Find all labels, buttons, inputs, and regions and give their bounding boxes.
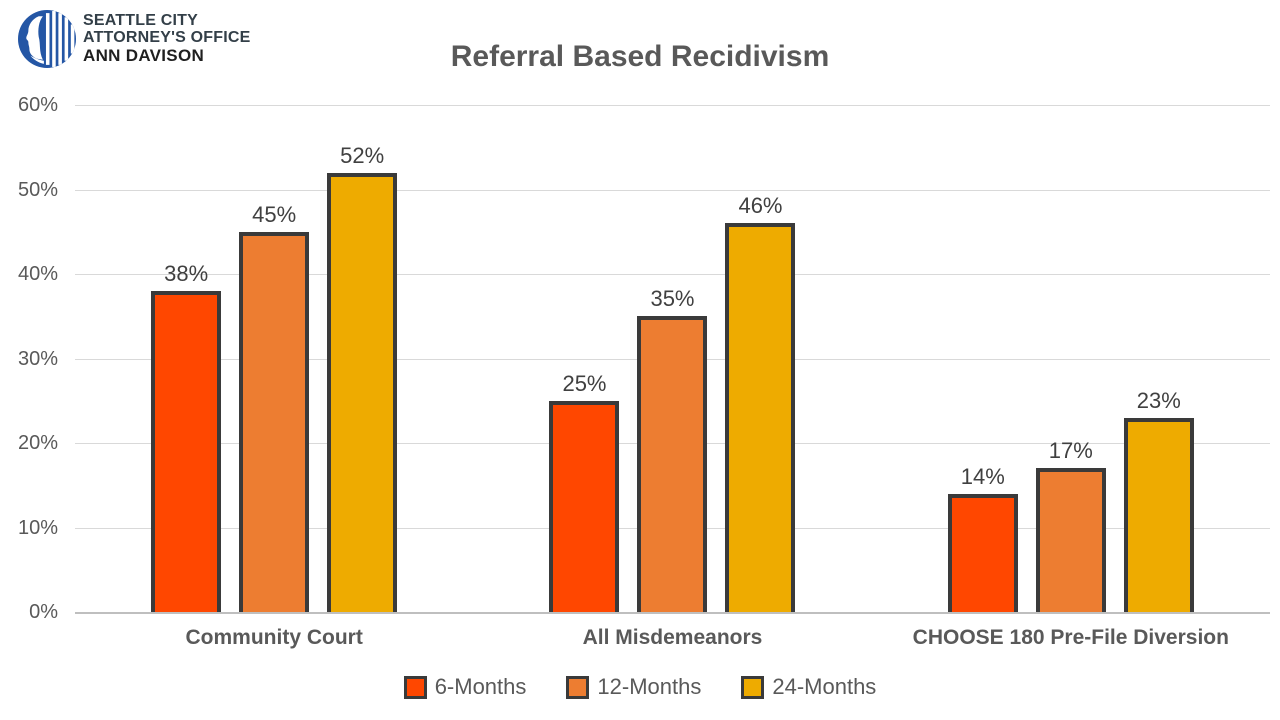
bar-6-months-choose-180-pre-file-diversion: 14% bbox=[947, 464, 1018, 612]
legend-swatch-6-months bbox=[403, 675, 427, 699]
logo-text: SEATTLE CITY ATTORNEY'S OFFICE ANN DAVIS… bbox=[83, 12, 251, 65]
category-label-choose-180-pre-file-diversion: CHOOSE 180 Pre-File Diversion bbox=[912, 626, 1229, 649]
bar-group-community-court: 38% 45% 52% bbox=[75, 105, 473, 612]
legend-swatch-24-months bbox=[741, 675, 765, 699]
y-axis: 0% 10% 20% 30% 40% 50% 60% bbox=[0, 94, 58, 623]
data-label-24-months-choose-180-pre-file-diversion: 23% bbox=[1136, 387, 1181, 413]
plot-area: 38% 45% 52% 25% 35% 46% 14% 17% 23% bbox=[75, 105, 1270, 614]
legend: 6-Months 12-Months 24-Months bbox=[0, 674, 1280, 700]
bar-6-months-community-court: 38% bbox=[151, 261, 222, 612]
data-label-6-months-all-misdemeanors: 25% bbox=[562, 370, 607, 396]
bar-group-choose-180-pre-file-diversion: 14% 17% 23% bbox=[872, 105, 1270, 612]
logo-text-line2: ATTORNEY'S OFFICE bbox=[83, 28, 251, 46]
category-label-all-misdemeanors: All Misdemeanors bbox=[582, 626, 763, 649]
legend-swatch-12-months bbox=[566, 675, 590, 699]
bar-24-months-community-court: 52% bbox=[327, 143, 398, 612]
bar-24-months-choose-180-pre-file-diversion: 23% bbox=[1123, 388, 1194, 612]
y-tick-label-50: 50% bbox=[17, 178, 58, 201]
legend-item-6-months: 6-Months bbox=[403, 674, 527, 700]
data-label-12-months-community-court: 45% bbox=[252, 201, 297, 227]
data-label-12-months-all-misdemeanors: 35% bbox=[650, 286, 695, 312]
legend-item-12-months: 12-Months bbox=[566, 674, 701, 700]
gridline-50 bbox=[75, 189, 1270, 191]
legend-label-12-months: 12-Months bbox=[597, 674, 702, 699]
logo-text-line3: ANN DAVISON bbox=[83, 45, 205, 65]
bar-12-months-choose-180-pre-file-diversion: 17% bbox=[1035, 438, 1106, 612]
data-label-24-months-community-court: 52% bbox=[340, 142, 385, 168]
y-tick-label-30: 30% bbox=[17, 347, 58, 370]
data-label-6-months-community-court: 38% bbox=[164, 260, 209, 286]
y-tick-label-10: 10% bbox=[17, 516, 58, 539]
legend-label-6-months: 6-Months bbox=[434, 674, 527, 699]
bar-12-months-community-court: 45% bbox=[239, 202, 310, 612]
gridline-60 bbox=[75, 105, 1270, 106]
y-tick-label-40: 40% bbox=[17, 263, 58, 285]
chart-title: Referral Based Recidivism bbox=[450, 40, 830, 73]
seattle-seal-icon bbox=[18, 10, 76, 68]
y-tick-label-60: 60% bbox=[17, 94, 58, 116]
data-label-6-months-choose-180-pre-file-diversion: 14% bbox=[960, 463, 1005, 489]
data-label-24-months-all-misdemeanors: 46% bbox=[738, 193, 783, 219]
y-tick-label-20: 20% bbox=[17, 432, 58, 454]
legend-item-24-months: 24-Months bbox=[741, 674, 876, 700]
bar-group-all-misdemeanors: 25% 35% 46% bbox=[473, 105, 871, 612]
bar-12-months-all-misdemeanors: 35% bbox=[637, 286, 708, 612]
gridline-40 bbox=[75, 274, 1270, 275]
legend-label-24-months: 24-Months bbox=[772, 674, 877, 699]
bar-6-months-all-misdemeanors: 25% bbox=[549, 371, 620, 612]
bar-24-months-all-misdemeanors: 46% bbox=[725, 193, 796, 612]
logo-text-line1: SEATTLE CITY bbox=[83, 12, 198, 30]
category-label-community-court: Community Court bbox=[185, 626, 363, 649]
y-tick-label-0: 0% bbox=[29, 601, 58, 623]
seattle-city-attorney-logo: SEATTLE CITY ATTORNEY'S OFFICE ANN DAVIS… bbox=[18, 10, 251, 68]
x-axis-labels: Community Court All Misdemeanors CHOOSE 18… bbox=[75, 626, 1270, 650]
data-label-12-months-choose-180-pre-file-diversion: 17% bbox=[1048, 438, 1093, 464]
